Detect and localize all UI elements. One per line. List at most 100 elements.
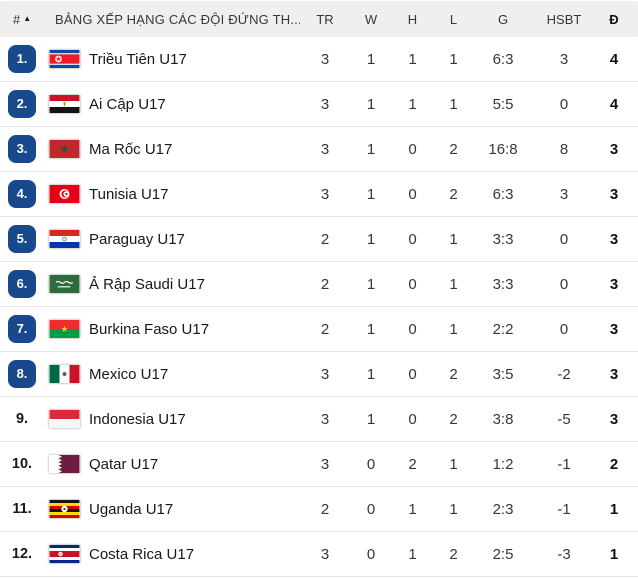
flag-cell	[36, 410, 80, 428]
uganda-flag-icon	[49, 500, 80, 518]
indonesia-flag-icon	[49, 410, 80, 428]
stat-g: 3:8	[492, 410, 514, 428]
table-row[interactable]: 12. Costa Rica U17 3 0 1 2 2:5 -3 1	[0, 532, 638, 577]
flag-cell	[36, 545, 80, 563]
stat-w: 1	[366, 185, 376, 203]
table-row[interactable]: 4. Tunisia U17 3 1 0 2 6:3 3 3	[0, 172, 638, 217]
stat-tr: 3	[320, 365, 330, 383]
col-header-g[interactable]: G	[497, 11, 509, 27]
stat-l: 1	[449, 455, 458, 473]
col-header-hsbt[interactable]: HSBT	[546, 11, 582, 27]
table-row[interactable]: 1. Triều Tiên U17 3 1 1 1 6:3 3 4	[0, 37, 638, 82]
stat-g: 3:3	[492, 275, 514, 293]
stat-hsbt: 3	[559, 50, 569, 68]
stat-hsbt: 0	[559, 230, 569, 248]
stat-h: 0	[408, 140, 417, 158]
rank-badge: 1.	[8, 45, 36, 73]
stat-tr: 3	[320, 185, 330, 203]
rank-cell: 11.	[0, 501, 36, 517]
stat-h: 0	[408, 410, 417, 428]
team-name[interactable]: Mexico U17	[89, 365, 169, 383]
rank-cell: 9.	[0, 411, 36, 427]
flag-cell	[36, 275, 80, 293]
team-name[interactable]: Paraguay U17	[89, 230, 185, 248]
stat-l: 1	[449, 320, 458, 338]
flag-cell	[36, 50, 80, 68]
rank-cell: 6.	[0, 270, 36, 298]
rank-cell: 3.	[0, 135, 36, 163]
team-name[interactable]: Burkina Faso U17	[89, 320, 210, 338]
stat-h: 1	[408, 95, 417, 113]
rank-header-label: #	[13, 11, 21, 27]
stat-w: 1	[366, 140, 376, 158]
stat-w: 1	[366, 275, 376, 293]
table-row[interactable]: 11. Uganda U17 2 0 1 1 2:3 -1 1	[0, 487, 638, 532]
col-header-l[interactable]: L	[449, 11, 458, 27]
mexico-flag-icon	[49, 365, 80, 383]
rank-cell: 1.	[0, 45, 36, 73]
team-name[interactable]: Triều Tiên U17	[89, 50, 187, 68]
table-header: # ▲ BẢNG XẾP HẠNG CÁC ĐỘI ĐỨNG TH... TR W…	[0, 1, 638, 37]
table-title: BẢNG XẾP HẠNG CÁC ĐỘI ĐỨNG TH...	[55, 11, 300, 27]
col-header-h[interactable]: H	[407, 11, 418, 27]
team-name[interactable]: Uganda U17	[89, 500, 174, 518]
rank-label: 10.	[11, 456, 33, 472]
tunisia-flag-icon	[49, 185, 80, 203]
stat-g: 2:2	[492, 320, 514, 338]
flag-cell	[36, 455, 80, 473]
stat-d: 4	[609, 95, 619, 113]
stat-d: 3	[609, 140, 619, 158]
rank-cell: 4.	[0, 180, 36, 208]
rank-sort-header[interactable]: # ▲	[0, 12, 36, 27]
col-header-tr[interactable]: TR	[316, 11, 334, 27]
flag-cell	[36, 140, 80, 158]
stat-hsbt: -2	[557, 365, 571, 383]
table-row[interactable]: 9. Indonesia U17 3 1 0 2 3:8 -5 3	[0, 397, 638, 442]
stat-tr: 2	[320, 500, 330, 518]
stat-d: 3	[609, 410, 619, 428]
rank-badge: 7.	[8, 315, 36, 343]
stat-d: 1	[609, 545, 619, 563]
table-row[interactable]: 8. Mexico U17 3 1 0 2 3:5 -2 3	[0, 352, 638, 397]
rank-badge: 8.	[8, 360, 36, 388]
stat-d: 4	[609, 50, 619, 68]
table-row[interactable]: 7. Burkina Faso U17 2 1 0 1 2:2 0 3	[0, 307, 638, 352]
team-name[interactable]: Ả Rập Saudi U17	[89, 275, 205, 293]
rank-cell: 5.	[0, 225, 36, 253]
stat-d: 1	[609, 500, 619, 518]
table-row[interactable]: 6. Ả Rập Saudi U17 2 1 0 1 3:3 0 3	[0, 262, 638, 307]
stat-tr: 3	[320, 50, 330, 68]
team-name[interactable]: Qatar U17	[89, 455, 159, 473]
col-header-w[interactable]: W	[364, 11, 378, 27]
morocco-flag-icon	[49, 140, 80, 158]
stat-h: 2	[408, 455, 417, 473]
stat-tr: 3	[320, 140, 330, 158]
stat-h: 0	[408, 275, 417, 293]
col-header-d[interactable]: Đ	[609, 11, 619, 27]
stat-l: 2	[449, 545, 458, 563]
team-name[interactable]: Ai Cập U17	[89, 95, 166, 113]
flag-cell	[36, 230, 80, 248]
table-row[interactable]: 3. Ma Rốc U17 3 1 0 2 16:8 8 3	[0, 127, 638, 172]
team-name[interactable]: Tunisia U17	[89, 185, 169, 203]
table-row[interactable]: 5. Paraguay U17 2 1 0 1 3:3 0 3	[0, 217, 638, 262]
stat-w: 1	[366, 50, 376, 68]
table-row[interactable]: 2. Ai Cập U17 3 1 1 1 5:5 0 4	[0, 82, 638, 127]
stat-hsbt: 0	[559, 95, 569, 113]
stat-hsbt: 3	[559, 185, 569, 203]
rank-label: 9.	[15, 411, 29, 427]
stat-l: 1	[449, 230, 458, 248]
team-name[interactable]: Costa Rica U17	[89, 545, 195, 563]
stat-d: 3	[609, 185, 619, 203]
table-row[interactable]: 10. Qatar U17 3 0 2 1 1:2 -1 2	[0, 442, 638, 487]
stat-w: 1	[366, 365, 376, 383]
stat-h: 0	[408, 320, 417, 338]
stat-h: 0	[408, 185, 417, 203]
stat-g: 2:3	[492, 500, 514, 518]
team-name[interactable]: Indonesia U17	[89, 410, 186, 428]
stat-w: 1	[366, 230, 376, 248]
stat-l: 2	[449, 365, 458, 383]
stat-hsbt: 0	[559, 320, 569, 338]
team-name[interactable]: Ma Rốc U17	[89, 140, 173, 158]
stat-g: 16:8	[488, 140, 518, 158]
